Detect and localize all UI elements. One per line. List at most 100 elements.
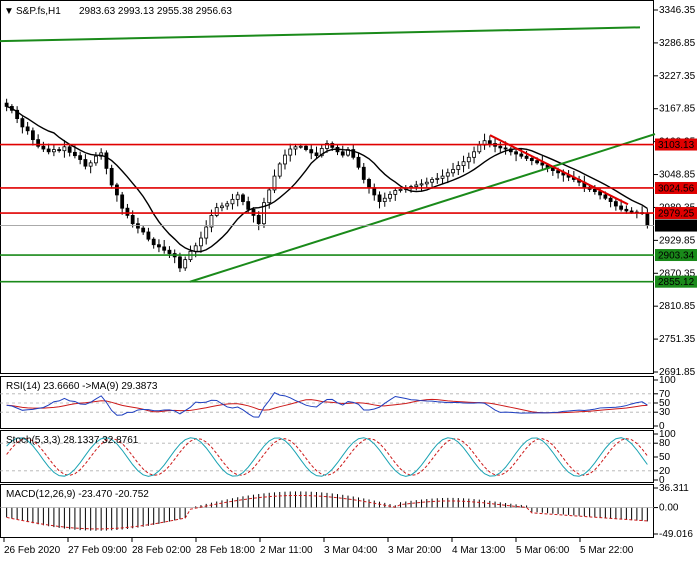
candle-body bbox=[115, 184, 119, 196]
level-price-label: 3024.56 bbox=[658, 183, 695, 194]
price-tick-label: 3167.85 bbox=[659, 104, 696, 115]
candle-body bbox=[461, 161, 466, 167]
main-price-layer bbox=[0, 26, 656, 283]
candle-body bbox=[550, 167, 555, 171]
price-tick-label: 2870.35 bbox=[659, 268, 696, 279]
time-tick-label: 4 Mar 13:00 bbox=[452, 545, 506, 556]
candle-body bbox=[62, 146, 67, 152]
time-tick-label: 3 Mar 20:00 bbox=[388, 545, 442, 556]
candle-body bbox=[529, 158, 534, 162]
candle-body bbox=[430, 179, 434, 183]
chart-symbol-icon: ▼ bbox=[4, 6, 14, 17]
candle-body bbox=[125, 207, 130, 216]
candle-body bbox=[608, 197, 613, 202]
level-price-label: 2979.25 bbox=[658, 209, 695, 220]
price-tick-label: 2929.85 bbox=[659, 235, 696, 246]
candle-body bbox=[41, 145, 46, 150]
candle-body bbox=[151, 238, 156, 246]
candle-body bbox=[272, 175, 277, 191]
candle-body bbox=[204, 226, 209, 239]
time-tick-label: 27 Feb 09:00 bbox=[68, 545, 127, 556]
candle-body bbox=[94, 155, 98, 164]
candle-body bbox=[183, 259, 188, 269]
indicator-axis-label: -49.016 bbox=[659, 529, 693, 540]
rsi-panel-frame bbox=[0, 376, 654, 429]
candle-body bbox=[78, 155, 83, 160]
candle-body bbox=[319, 148, 324, 157]
candle-body bbox=[199, 237, 203, 247]
indicator-axis-label: 0 bbox=[659, 421, 665, 432]
macd-label: MACD(12,26,9) -23.470 -20.752 bbox=[6, 489, 149, 500]
candle-body bbox=[519, 153, 524, 157]
candle-body bbox=[157, 244, 161, 248]
candle-body bbox=[556, 170, 560, 174]
candle-body bbox=[524, 155, 529, 159]
indicator-axis-label: 100 bbox=[659, 429, 676, 440]
level-price-tag bbox=[655, 207, 697, 220]
candle-body bbox=[472, 151, 476, 158]
candle-body bbox=[167, 249, 172, 254]
indicator-axis-label: 30 bbox=[659, 407, 671, 418]
candle-body bbox=[256, 214, 261, 225]
current-price-label: 2956.63 bbox=[658, 221, 695, 232]
chart-ohlc-label: 2983.63 2993.13 2955.38 2956.63 bbox=[79, 6, 232, 17]
time-tick-label: 3 Mar 04:00 bbox=[324, 545, 378, 556]
candle-body bbox=[67, 146, 72, 153]
indicator-axis-label: 70 bbox=[659, 389, 671, 400]
candle-body bbox=[361, 166, 366, 180]
candle-body bbox=[109, 167, 114, 186]
candle-body bbox=[162, 246, 167, 251]
candle-body bbox=[83, 159, 88, 167]
time-tick-label: 28 Feb 02:00 bbox=[132, 545, 191, 556]
candle-body bbox=[619, 205, 624, 210]
candle-body bbox=[178, 256, 182, 269]
price-tick-label: 2751.35 bbox=[659, 334, 696, 345]
trendline bbox=[0, 26, 641, 43]
rsi-line bbox=[6, 392, 648, 418]
candle-body bbox=[73, 151, 77, 157]
candle-body bbox=[225, 203, 230, 207]
candle-body bbox=[193, 245, 198, 252]
time-axis: 26 Feb 2020 27 Feb 09:00 28 Feb 02:00 28 Fe… bbox=[3, 538, 634, 556]
candle-body bbox=[603, 194, 608, 199]
candle-body bbox=[393, 190, 398, 195]
time-tick-label: 26 Feb 2020 bbox=[4, 545, 61, 556]
chart-symbol-label: S&P.fs,H1 bbox=[16, 6, 61, 17]
candle-body bbox=[487, 140, 492, 144]
time-tick-label: 5 Mar 06:00 bbox=[516, 545, 570, 556]
candle-body bbox=[388, 193, 392, 199]
candle-body bbox=[241, 194, 245, 202]
moving-average-line bbox=[6, 105, 648, 253]
candle-body bbox=[440, 175, 445, 179]
time-tick-label: 28 Feb 18:00 bbox=[196, 545, 255, 556]
candle-body bbox=[267, 189, 272, 204]
candle-body bbox=[367, 179, 371, 189]
candle-body bbox=[57, 149, 62, 152]
candle-body bbox=[235, 194, 240, 200]
candle-body bbox=[377, 194, 382, 202]
candle-body bbox=[46, 148, 51, 153]
candle-body bbox=[424, 181, 429, 185]
candle-body bbox=[36, 139, 41, 147]
indicator-axis-label: 0 bbox=[659, 475, 665, 486]
candle-body bbox=[372, 187, 377, 196]
level-price-tag bbox=[655, 138, 697, 151]
candle-body bbox=[419, 183, 424, 186]
candle-body bbox=[613, 201, 618, 207]
indicator-axis-label: 50 bbox=[659, 398, 671, 409]
candle-body bbox=[340, 151, 345, 156]
trendline bbox=[489, 134, 629, 206]
candle-body bbox=[4, 102, 9, 107]
macd-layer: 36.311 0.00 -49.016 bbox=[0, 483, 693, 540]
candle-body bbox=[230, 198, 235, 205]
candle-body bbox=[120, 194, 125, 209]
level-price-tag bbox=[655, 249, 697, 262]
candle-body bbox=[645, 212, 650, 226]
indicator-axis-label: 80 bbox=[659, 438, 671, 449]
candle-body bbox=[629, 210, 634, 213]
candle-body bbox=[477, 144, 482, 153]
candle-body bbox=[130, 214, 135, 225]
